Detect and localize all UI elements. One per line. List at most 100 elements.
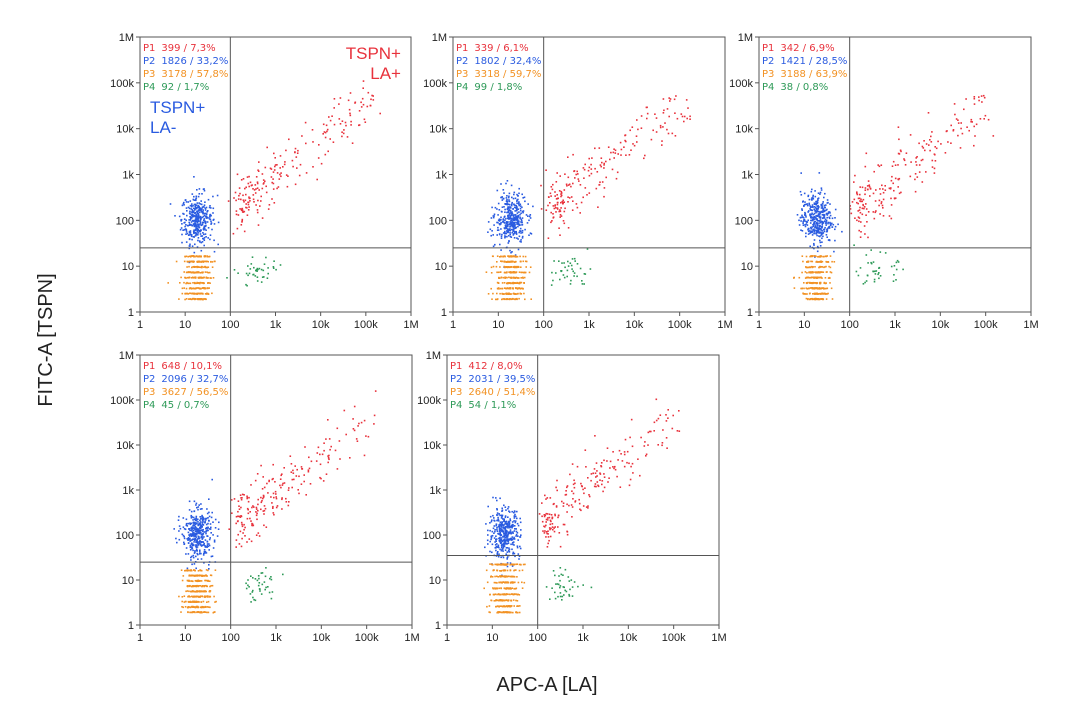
event-dot (689, 118, 691, 120)
event-dot (590, 163, 592, 166)
event-dot (517, 524, 520, 527)
event-dot (505, 266, 508, 268)
event-dot (202, 533, 204, 536)
event-dot (180, 276, 182, 279)
event-dot (363, 419, 366, 422)
event-dot (807, 233, 810, 235)
event-dot (193, 271, 195, 274)
event-dot (825, 234, 828, 236)
event-dot (601, 181, 604, 183)
event-dot (657, 417, 660, 420)
event-dot (322, 133, 324, 135)
event-dot (235, 210, 238, 212)
event-dot (583, 273, 586, 275)
event-dot (246, 284, 248, 287)
event-dot (825, 287, 828, 290)
event-dot (195, 519, 198, 522)
event-dot (513, 593, 516, 596)
event-dot (515, 230, 517, 233)
event-dot (814, 298, 816, 301)
event-dot (200, 200, 202, 202)
event-dot (810, 272, 812, 274)
event-dot (809, 205, 812, 207)
event-dot (505, 271, 508, 274)
event-dot (200, 210, 203, 212)
event-dot (808, 198, 811, 201)
event-dot (237, 533, 239, 536)
event-dot (369, 104, 372, 107)
event-dot (296, 468, 298, 471)
event-dot (188, 500, 191, 503)
event-dot (212, 521, 214, 523)
event-dot (508, 192, 511, 195)
event-dot (800, 216, 802, 219)
event-dot (242, 199, 245, 201)
event-dot (877, 164, 879, 166)
event-dot (202, 276, 204, 279)
event-dot (543, 515, 546, 518)
event-dot (197, 282, 200, 284)
event-dot (859, 200, 861, 202)
event-dot (576, 206, 579, 209)
event-dot (204, 222, 207, 225)
event-dot (507, 525, 510, 527)
event-dot (208, 511, 210, 514)
event-dot (961, 132, 964, 135)
event-dot (579, 212, 581, 214)
event-dot (829, 214, 832, 217)
event-dot (518, 569, 521, 572)
event-dot (206, 292, 208, 295)
event-dot (819, 228, 822, 230)
event-dot (192, 230, 195, 233)
event-dot (193, 176, 195, 178)
event-dot (879, 193, 882, 195)
event-dot (255, 508, 258, 510)
event-dot (545, 209, 548, 211)
event-dot (517, 581, 520, 584)
event-dot (195, 533, 198, 536)
event-dot (827, 292, 829, 295)
event-dot (341, 135, 343, 138)
event-dot (207, 526, 209, 529)
event-dot (511, 587, 514, 589)
event-dot (516, 545, 519, 547)
event-dot (576, 263, 579, 265)
event-dot (821, 292, 824, 295)
event-dot (506, 203, 509, 206)
event-dot (488, 611, 490, 613)
event-dot (565, 493, 568, 496)
event-dot (202, 554, 205, 556)
event-dot (488, 605, 491, 607)
event-dot (346, 136, 349, 138)
event-dot (498, 563, 501, 566)
event-dot (829, 203, 831, 205)
event-dot (827, 221, 830, 224)
event-dot (291, 478, 294, 481)
event-dot (283, 163, 286, 166)
event-dot (240, 506, 242, 509)
event-dot (199, 293, 201, 295)
event-dot (590, 168, 593, 170)
event-dot (319, 453, 321, 456)
event-dot (505, 197, 508, 199)
event-dot (510, 543, 512, 546)
event-dot (196, 590, 199, 593)
event-dot (521, 569, 524, 572)
event-dot (496, 234, 498, 236)
event-dot (516, 217, 519, 219)
event-dot (562, 523, 565, 526)
event-dot (665, 437, 668, 439)
population-stat-p1: P1 648 / 10,1% (143, 361, 222, 372)
event-dot (252, 596, 254, 599)
event-dot (205, 579, 207, 582)
event-dot (831, 226, 834, 228)
event-dot (519, 293, 522, 295)
event-dot (186, 579, 189, 582)
event-dot (506, 195, 508, 197)
event-dot (827, 227, 830, 229)
event-dot (512, 208, 514, 210)
event-dot (200, 503, 202, 505)
event-dot (831, 217, 834, 220)
event-dot (196, 506, 198, 509)
event-dot (504, 599, 506, 602)
